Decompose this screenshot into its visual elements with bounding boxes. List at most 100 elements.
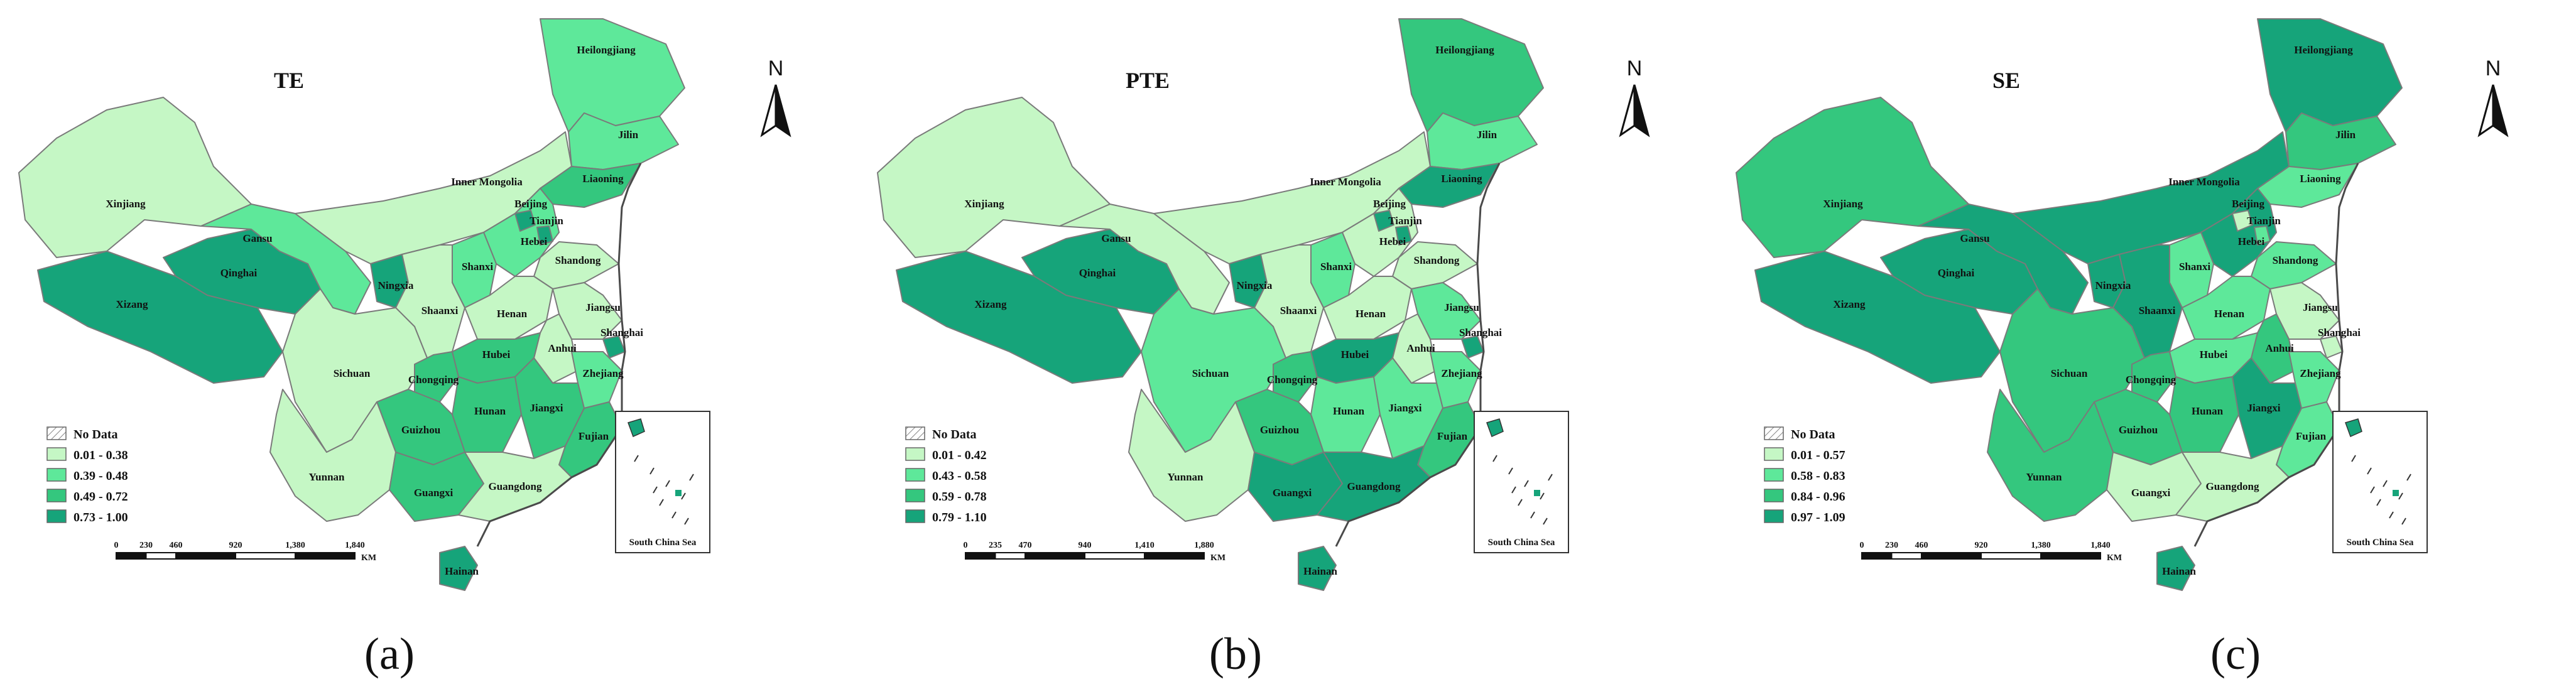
label-liaoning: Liaoning [1441, 173, 1482, 185]
province-beijing [2232, 210, 2253, 232]
label-anhui: Anhui [548, 342, 577, 354]
china-map: Xinjiang Xizang Qinghai Gansu Inner Mongolia… [1736, 18, 2403, 591]
label-hunan: Hunan [1333, 405, 1365, 417]
label-guangdong: Guangdong [1347, 480, 1401, 492]
label-zhejiang: Zhejiang [1441, 367, 1482, 379]
scale-tick-label: 0 [114, 541, 119, 550]
label-chongqing: Chongqing [408, 374, 459, 386]
inset-label: South China Sea [1488, 538, 1555, 548]
legend-no-data: No Data [1791, 428, 1835, 442]
se-map: Xinjiang Xizang Qinghai Gansu Inner Mongolia… [1736, 18, 2509, 591]
label-gansu: Gansu [1960, 232, 1989, 244]
se-caption: (c) [2210, 629, 2261, 679]
label-guangdong: Guangdong [488, 480, 542, 492]
province-xinjiang [1736, 97, 1969, 258]
label-qinghai: Qinghai [1079, 267, 1116, 279]
province-tianjin [2254, 225, 2271, 246]
legend-label-1: 0.01 - 0.42 [932, 448, 987, 462]
label-jilin: Jilin [618, 129, 639, 141]
scale-tick-label: 1,410 [1134, 541, 1155, 550]
province-xizang [1754, 251, 2001, 384]
legend-label-3: 0.49 - 0.72 [73, 490, 128, 504]
legend-swatch-2 [1764, 468, 1784, 482]
label-shaanxi: Shaanxi [421, 305, 459, 317]
legend-no-data: No Data [932, 428, 977, 442]
scale-tick-label: 1,840 [2090, 541, 2111, 550]
label-gansu: Gansu [242, 232, 272, 244]
label-anhui: Anhui [2265, 342, 2294, 354]
coastline [476, 163, 642, 547]
legend: No Data 0.01 - 0.42 0.43 - 0.58 0.59 - 0.78… [905, 426, 987, 524]
label-henan: Henan [2214, 308, 2245, 320]
label-yunnan: Yunnan [308, 471, 345, 483]
legend-swatch-3 [905, 489, 925, 502]
legend-swatch-4 [1764, 509, 1784, 523]
legend-swatch-3 [46, 489, 67, 502]
te-caption: (a) [364, 629, 415, 679]
label-jiangxi: Jiangxi [1389, 402, 1422, 414]
province-tianjin [536, 225, 553, 246]
label-fujian: Fujian [579, 430, 609, 442]
label-shaanxi: Shaanxi [1280, 305, 1317, 317]
label-innermongolia: Inner Mongolia [1310, 176, 1381, 188]
scale-tick-label: 1,380 [2031, 541, 2051, 550]
label-guangxi: Guangxi [414, 487, 454, 499]
map-panel-pte: Xinjiang Xizang Qinghai Gansu Inner Mongolia… [859, 0, 1717, 699]
label-chongqing: Chongqing [1267, 374, 1318, 386]
legend-swatch-3 [1764, 489, 1784, 502]
label-henan: Henan [497, 308, 528, 320]
label-guangxi: Guangxi [2131, 487, 2171, 499]
label-jilin: Jilin [2335, 129, 2356, 141]
label-liaoning: Liaoning [582, 173, 624, 185]
scale-bar: 0 230 460 920 1,380 1,840 KM [114, 541, 377, 563]
province-tianjin [1395, 225, 1412, 246]
scale-tick-label: 0 [964, 541, 968, 550]
legend-label-1: 0.01 - 0.57 [1791, 448, 1845, 462]
province-hainan [1298, 546, 1337, 591]
label-hunan: Hunan [2192, 405, 2224, 417]
label-hainan: Hainan [445, 565, 479, 577]
label-yunnan: Yunnan [1167, 471, 1204, 483]
svg-text:N: N [2486, 57, 2501, 80]
label-beijing: Beijing [1373, 198, 1406, 210]
label-heilongjiang: Heilongjiang [577, 44, 636, 56]
scale-tick-label: 460 [170, 541, 183, 550]
scale-tick-label: 235 [989, 541, 1002, 550]
label-hainan: Hainan [1303, 565, 1337, 577]
label-sichuan: Sichuan [1192, 367, 1229, 379]
scale-tick-label: 1,880 [1194, 541, 1214, 550]
south-china-sea-inset: South China Sea [2332, 411, 2428, 553]
legend: No Data 0.01 - 0.38 0.39 - 0.48 0.49 - 0.72… [46, 426, 128, 524]
scale-tick-label: 1,840 [345, 541, 365, 550]
label-fujian: Fujian [2296, 430, 2327, 442]
scale-tick-label: 920 [229, 541, 242, 550]
map-title: SE [1992, 68, 2020, 93]
scale-unit: KM [1210, 553, 1226, 563]
label-jiangsu: Jiangsu [1444, 301, 1479, 313]
province-hainan [2156, 546, 2195, 591]
legend-no-data: No Data [73, 428, 118, 442]
label-hebei: Hebei [2238, 236, 2265, 247]
label-shanxi: Shanxi [2179, 261, 2210, 273]
label-heilongjiang: Heilongjiang [1435, 44, 1494, 56]
scale-unit: KM [2107, 553, 2122, 563]
legend-swatch-2 [905, 468, 925, 482]
label-xizang: Xizang [116, 298, 149, 310]
map-title: TE [274, 68, 304, 93]
scale-tick-label: 940 [1079, 541, 1092, 550]
legend-label-3: 0.59 - 0.78 [932, 490, 987, 504]
label-hunan: Hunan [474, 405, 506, 417]
province-xinjiang [18, 97, 252, 258]
map-panel-te: Xinjiang Xizang Qinghai Gansu Inner Mongolia… [0, 0, 859, 699]
label-shanxi: Shanxi [1320, 261, 1352, 273]
legend-swatch-4 [46, 509, 67, 523]
map-panel-se: Xinjiang Xizang Qinghai Gansu Inner Mongolia… [1717, 0, 2576, 699]
label-sichuan: Sichuan [334, 367, 371, 379]
label-ningxia: Ningxia [2095, 279, 2131, 291]
scale-tick-label: 470 [1019, 541, 1032, 550]
scale-unit: KM [361, 553, 376, 563]
label-shanghai: Shanghai [1459, 327, 1502, 339]
label-xinjiang: Xinjiang [1823, 198, 1863, 210]
label-hainan: Hainan [2162, 565, 2196, 577]
label-jiangxi: Jiangxi [530, 402, 563, 414]
